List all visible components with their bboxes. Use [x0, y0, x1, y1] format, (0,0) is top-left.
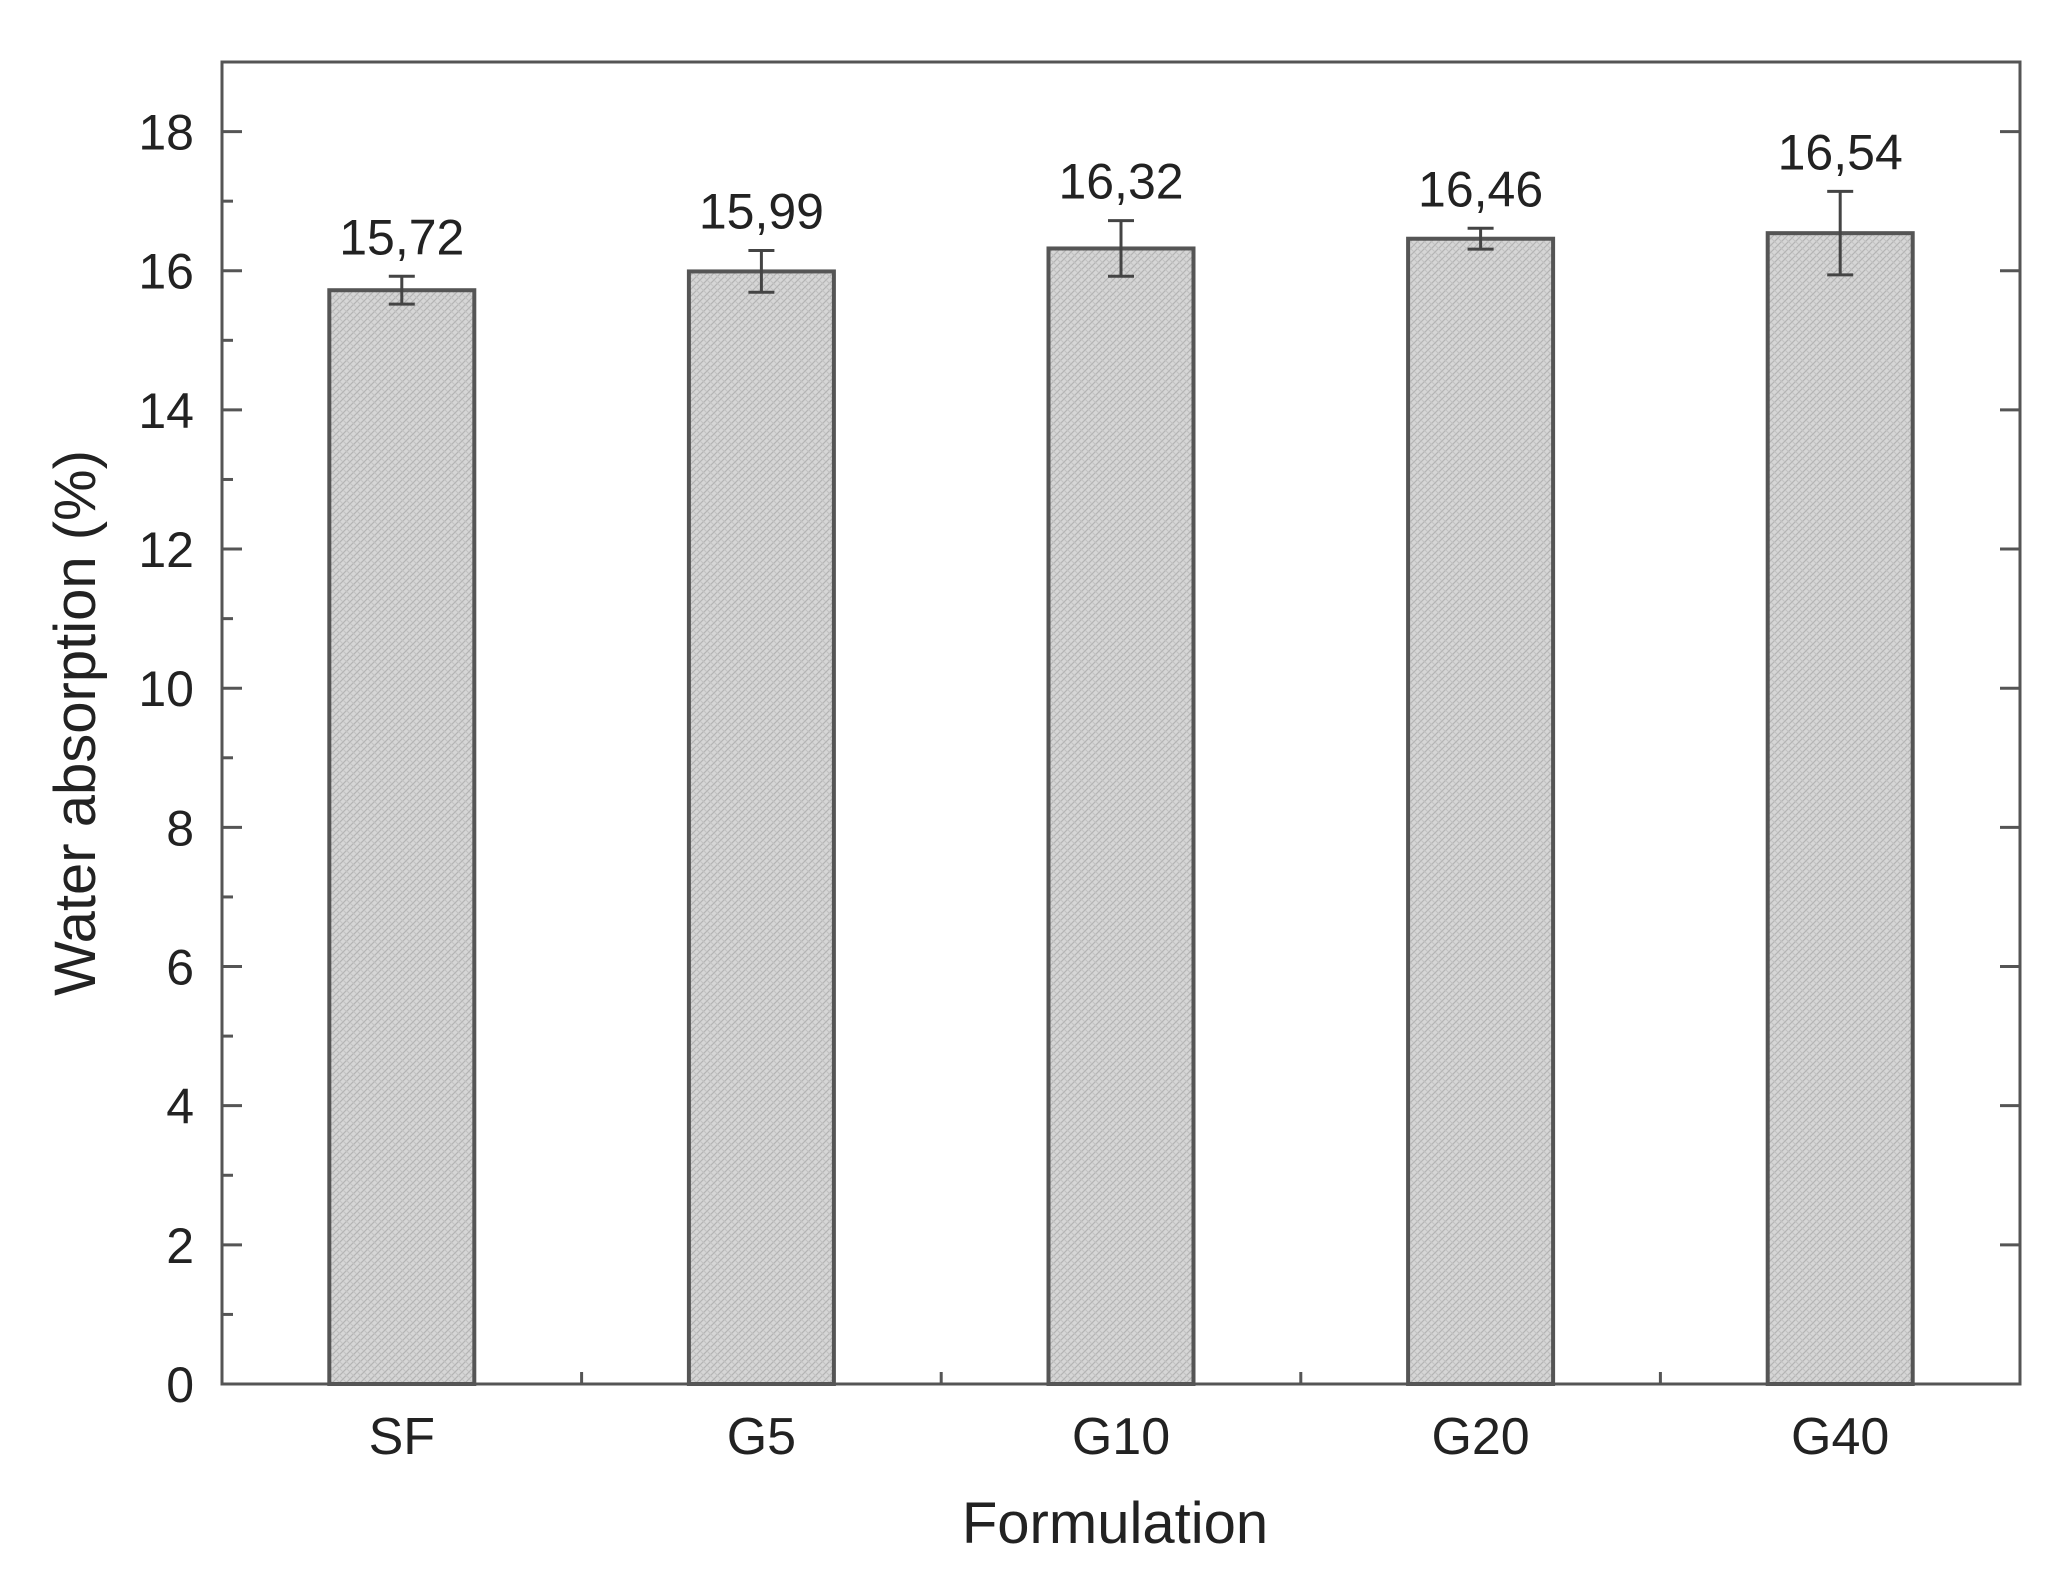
y-tick-label: 0: [166, 1357, 194, 1413]
bars-group: 15,72 15,99 16,32 16,46 16,54: [327, 124, 1915, 1387]
bar: [1765, 231, 1915, 1387]
y-tick-label: 18: [138, 105, 194, 161]
bar: [327, 288, 477, 1386]
x-tick-label: SF: [369, 1408, 435, 1466]
y-tick-label: 8: [166, 800, 194, 856]
data-label: 15,72: [339, 209, 464, 265]
data-label: 16,46: [1418, 161, 1543, 217]
y-tick-label: 12: [138, 522, 194, 578]
data-label: 15,99: [699, 184, 824, 240]
x-tick-label: G20: [1431, 1408, 1529, 1466]
x-axis-title: Formulation: [962, 1491, 1268, 1556]
bar: [1046, 246, 1196, 1387]
y-tick-label: 4: [166, 1079, 194, 1135]
x-tick-label: G40: [1791, 1408, 1889, 1466]
bar: [686, 269, 836, 1386]
y-tick-label: 10: [138, 661, 194, 717]
x-tick-label: G5: [727, 1408, 796, 1466]
y-axis: 0 2 4 6 8 10 12 14 16 18: [138, 105, 2020, 1413]
y-axis-title: Water absorption (%): [43, 450, 108, 996]
y-tick-label: 2: [166, 1218, 194, 1274]
y-tick-label: 6: [166, 940, 194, 996]
bar: [1406, 236, 1556, 1387]
x-tick-label: G10: [1072, 1408, 1170, 1466]
data-label: 16,32: [1058, 154, 1183, 210]
x-axis: SF G5 G10 G20 G40: [369, 1364, 1889, 1466]
y-tick-label: 14: [138, 383, 194, 439]
y-tick-label: 16: [138, 244, 194, 300]
data-label: 16,54: [1778, 124, 1903, 180]
